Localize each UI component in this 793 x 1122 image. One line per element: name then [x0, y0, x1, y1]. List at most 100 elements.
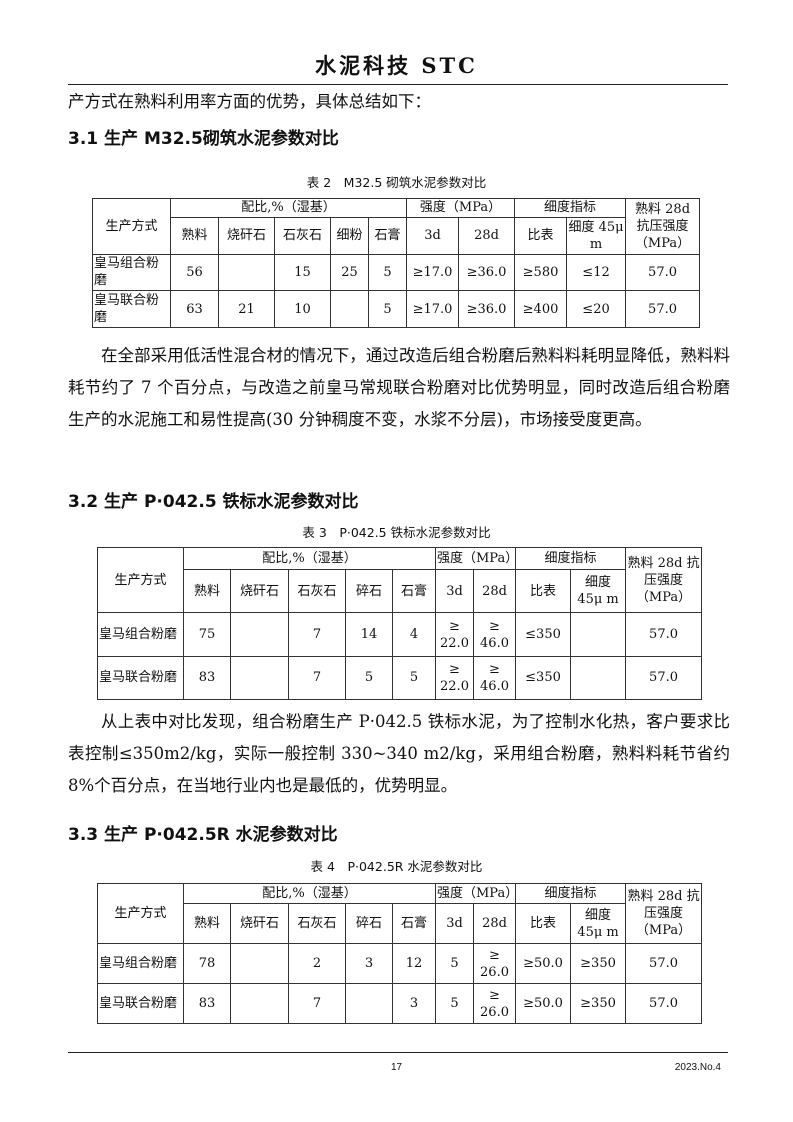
table-row: 皇马联合粉磨 83 7 5 5 ≥ 22.0 ≥ 46.0 ≤350 57.0: [97, 655, 703, 701]
table-cell: [570, 655, 627, 701]
table-cell: 25: [330, 253, 369, 292]
header-divider: [68, 84, 728, 85]
column-header: 石灰石: [274, 216, 331, 255]
table-cell: 7: [288, 655, 346, 701]
header-strength: 强度（MPa）: [434, 546, 518, 571]
header-fineness: 细度指标: [515, 546, 627, 571]
footer-divider: [68, 1052, 728, 1053]
table-3-caption: 表 3 P·042.5 铁标水泥参数对比: [302, 525, 491, 540]
table-cell: 皇马联合粉磨: [97, 983, 184, 1024]
table-cell: 83: [183, 983, 231, 1024]
section-heading-3-2: 3.2 生产 P·042.5 铁标水泥参数对比: [68, 492, 359, 512]
table-cell: 皇马组合粉磨: [97, 943, 184, 985]
section-heading-3-1: 3.1 生产 M32.5砌筑水泥参数对比: [68, 129, 339, 149]
table-cell: 5: [392, 655, 436, 701]
column-header: 28d: [472, 569, 517, 614]
table-cell: ≥36.0: [457, 290, 516, 328]
table-cell: [230, 943, 289, 985]
column-header: 28d: [457, 216, 516, 255]
table-cell: 5: [368, 290, 407, 328]
header-ratio: 配比,%（湿基）: [170, 198, 407, 218]
table-cell: 21: [218, 290, 275, 328]
column-header: 细度 45μ m: [570, 903, 627, 945]
column-header: 石膏: [368, 216, 407, 255]
table-cell: 皇马联合粉磨: [92, 290, 171, 328]
table-cell: ≥ 46.0: [472, 655, 517, 701]
table-3: 生产方式 配比,%（湿基） 强度（MPa） 细度指标 熟料 28d 抗压强度（MPa） 熟…: [97, 546, 703, 701]
table-cell: ≥17.0: [406, 290, 459, 328]
table-cell: 5: [435, 983, 474, 1024]
table-cell: ≥ 22.0: [435, 612, 474, 657]
table-cell: 57.0: [625, 655, 703, 701]
table-cell: 3: [345, 943, 393, 985]
table-cell: ≥350: [570, 983, 627, 1024]
column-header: 28d: [472, 903, 517, 945]
column-header: 比表: [515, 903, 572, 945]
section-3-1-paragraph: 在全部采用低活性混合材的情况下，通过改造后组合粉磨后熟料料耗明显降低，熟料料耗节…: [68, 346, 730, 429]
column-header: 石膏: [392, 903, 436, 945]
table-cell: 4: [392, 612, 436, 657]
table-cell: 83: [183, 655, 231, 701]
table-cell: 56: [170, 253, 219, 292]
table-cell: ≥50.0: [515, 943, 572, 985]
column-header: 熟料: [183, 569, 231, 614]
header-method: 生产方式: [92, 198, 171, 255]
column-header: 熟料: [170, 216, 219, 255]
column-header: 细粉: [330, 216, 369, 255]
table-row: 皇马组合粉磨 56 15 25 5 ≥17.0 ≥36.0 ≥580 ≤12 57.0: [92, 253, 701, 292]
table-row: 皇马联合粉磨 83 7 3 5 ≥ 26.0 ≥50.0 ≥350 57.0: [97, 983, 703, 1024]
table-cell: 57.0: [625, 612, 703, 657]
column-header: 石灰石: [288, 569, 346, 614]
column-header: 细度 45μ m: [570, 569, 627, 614]
column-header: 烧矸石: [230, 903, 289, 945]
table-cell: 10: [274, 290, 331, 328]
table-cell: ≥17.0: [406, 253, 459, 292]
table-cell: ≤20: [566, 290, 627, 328]
header-ratio: 配比,%（湿基）: [183, 882, 436, 905]
table-row: 皇马联合粉磨 63 21 10 5 ≥17.0 ≥36.0 ≥400 ≤20 57.0: [92, 290, 701, 328]
column-header: 碎石: [345, 569, 393, 614]
table-cell: 78: [183, 943, 231, 985]
table-cell: 3: [392, 983, 436, 1024]
table-cell: 12: [392, 943, 436, 985]
table-cell: 57.0: [625, 253, 701, 292]
column-header: 比表: [515, 569, 572, 614]
column-header: 烧矸石: [230, 569, 289, 614]
table-cell: 5: [368, 253, 407, 292]
column-header: 3d: [435, 903, 474, 945]
header-clinker-strength: 熟料 28d 抗压强度（MPa）: [625, 198, 701, 255]
table-cell: 7: [288, 612, 346, 657]
table-2-caption: 表 2 M32.5 砌筑水泥参数对比: [306, 175, 487, 190]
column-header: 细度 45μ m: [566, 216, 627, 255]
column-header: 碎石: [345, 903, 393, 945]
table-cell: ≥400: [514, 290, 568, 328]
table-cell: [330, 290, 369, 328]
table-row: 皇马组合粉磨 78 2 3 12 5 ≥ 26.0 ≥50.0 ≥350 57.0: [97, 943, 703, 985]
column-header: 3d: [435, 569, 474, 614]
table-cell: 57.0: [625, 290, 701, 328]
table-cell: ≤350: [515, 612, 572, 657]
header-method: 生产方式: [97, 882, 184, 945]
column-header: 熟料: [183, 903, 231, 945]
table-cell: 15: [274, 253, 331, 292]
section-heading-3-3: 3.3 生产 P·042.5R 水泥参数对比: [68, 825, 338, 845]
column-header: 3d: [406, 216, 459, 255]
table-cell: [230, 655, 289, 701]
table-cell: ≥580: [514, 253, 568, 292]
column-header: 石灰石: [288, 903, 346, 945]
table-cell: [345, 983, 393, 1024]
table-cell: 7: [288, 983, 346, 1024]
table-cell: 皇马组合粉磨: [97, 612, 184, 657]
header-strength: 强度（MPa）: [405, 198, 516, 218]
table-cell: [570, 612, 627, 657]
table-cell: 5: [345, 655, 393, 701]
table-cell: [230, 612, 289, 657]
table-cell: 57.0: [625, 983, 703, 1024]
header-fineness: 细度指标: [515, 882, 627, 905]
table-2: 生产方式 配比,%（湿基） 强度（MPa） 细度指标 熟料 28d 抗压强度（MPa） 熟…: [92, 198, 701, 328]
table-cell: [230, 983, 289, 1024]
column-header: 烧矸石: [218, 216, 275, 255]
column-header: 比表: [514, 216, 568, 255]
table-cell: 63: [170, 290, 219, 328]
header-strength: 强度（MPa）: [434, 882, 518, 905]
